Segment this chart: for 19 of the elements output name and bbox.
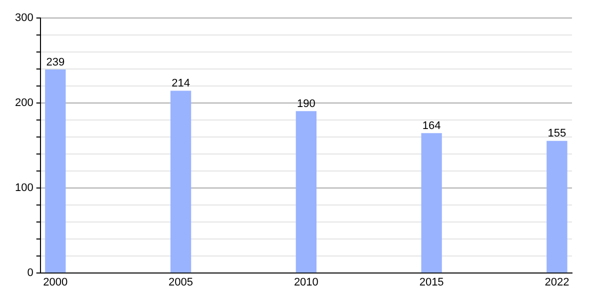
bar [45,69,66,273]
y-tick-label: 300 [14,12,34,24]
data-label: 190 [296,98,316,110]
data-label: 164 [422,120,441,132]
bar [546,140,568,273]
x-tick-label: 2010 [294,276,318,288]
y-tick-label: 0 [27,266,34,279]
data-label: 214 [172,78,190,90]
x-tick-label: 2005 [168,276,194,288]
bar [170,90,192,273]
x-tick-label: 2022 [544,276,570,288]
data-label: 239 [46,56,65,68]
bar [421,133,442,273]
y-tick-label: 200 [14,96,34,109]
bar [296,111,317,273]
x-tick-label: 2000 [43,276,68,288]
data-label: 155 [548,128,566,140]
x-tick-label: 2015 [419,276,444,288]
y-tick-label: 100 [14,182,34,194]
